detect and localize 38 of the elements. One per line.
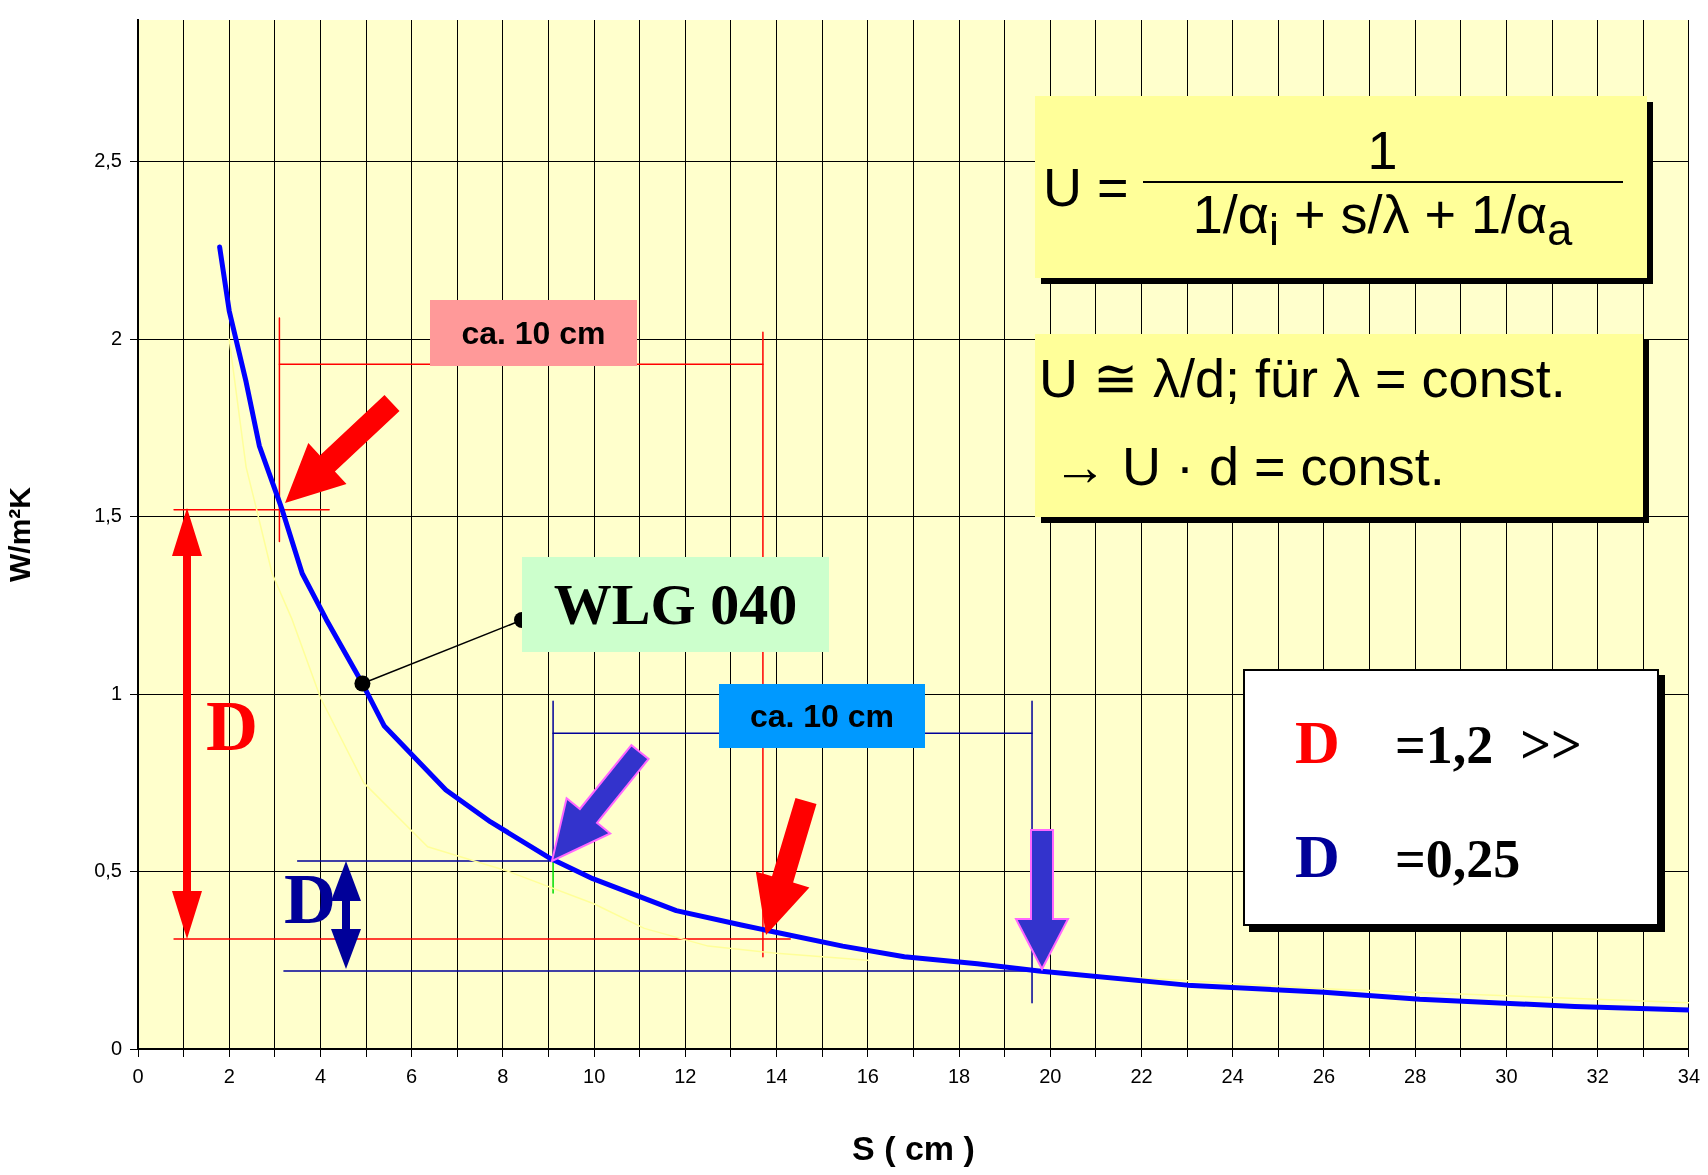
y-tick-label: 2 xyxy=(110,326,122,349)
annotation: 1 xyxy=(1367,118,1398,181)
y-axis-title: W/m²K xyxy=(3,486,37,582)
x-tick-label: 28 xyxy=(1404,1064,1427,1087)
x-tick-label: 14 xyxy=(765,1064,788,1087)
annotation: 1/α$_{i}$ + s/λ + 1/α$_{a}$ xyxy=(1192,182,1573,256)
x-tick-label: 32 xyxy=(1586,1064,1609,1087)
annotation: ca. 10 cm xyxy=(430,300,637,366)
annotation: =0,25 xyxy=(1395,829,1521,889)
y-tick-label: 2,5 xyxy=(94,149,122,172)
x-tick-label: 24 xyxy=(1221,1064,1244,1087)
x-tick-label: 18 xyxy=(947,1064,971,1087)
x-axis-title: S ( cm ) xyxy=(852,1128,975,1167)
x-tick-label: 12 xyxy=(674,1064,697,1087)
x-tick-label: 34 xyxy=(1677,1064,1700,1087)
y-tick-label: 1,5 xyxy=(94,504,122,527)
x-tick-label: 10 xyxy=(583,1064,606,1087)
x-tick-label: 20 xyxy=(1039,1064,1062,1087)
x-tick-label: 16 xyxy=(856,1064,879,1087)
x-tick-label: 26 xyxy=(1312,1064,1336,1087)
y-tick-label: 0 xyxy=(110,1036,122,1059)
annotation: D xyxy=(1295,707,1341,778)
x-tick-label: 4 xyxy=(314,1064,327,1087)
x-tick-label: 0 xyxy=(132,1064,144,1087)
legend-label: WLG 040 xyxy=(522,557,829,652)
annotation: U ≅ λ/d; für λ = const. xyxy=(1039,347,1567,410)
x-tick-label: 8 xyxy=(497,1064,509,1087)
x-tick-label: 6 xyxy=(406,1064,418,1087)
x-tick-label: 30 xyxy=(1495,1064,1518,1087)
x-tick-label: 22 xyxy=(1130,1064,1153,1087)
y-tick-label: 1 xyxy=(110,681,122,704)
y-tick-label: 0,5 xyxy=(94,859,122,882)
annotation: D xyxy=(1295,821,1341,892)
annotation: =1,2 >> xyxy=(1395,715,1582,775)
annotation: U = xyxy=(1042,156,1129,218)
annotation: ca. 10 cm xyxy=(719,684,925,748)
annotation: → U · d = const. xyxy=(1052,435,1446,498)
x-tick-label: 2 xyxy=(223,1064,235,1087)
